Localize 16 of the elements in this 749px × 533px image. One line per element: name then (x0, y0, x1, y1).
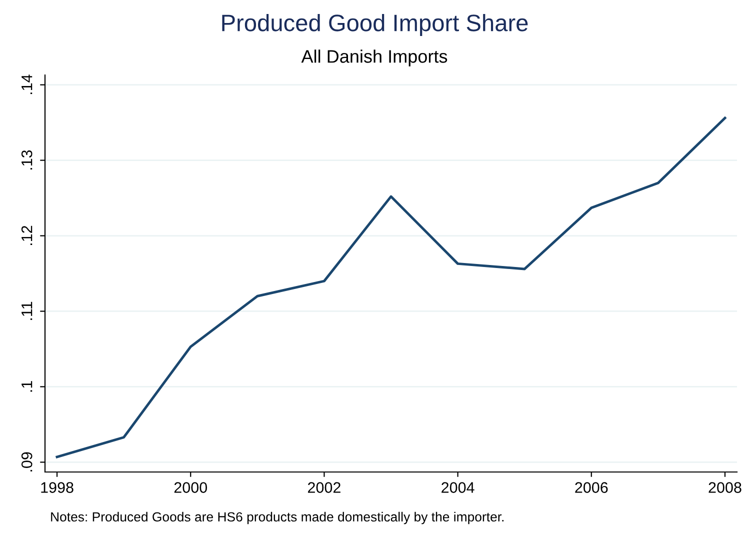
y-tick-label: .13 (21, 150, 32, 170)
y-tick-label: .12 (21, 226, 32, 245)
y-tick-label: .1 (22, 381, 32, 392)
x-tick-label: 2008 (708, 482, 742, 493)
text: Notes: Produced Goods are HS6 products made domestically by the importer. (51, 512, 504, 524)
chart-subtitle: All Danish Imports (301, 50, 448, 66)
chart-title: Produced Good Import Share (222, 14, 528, 36)
x-tick-label: 1998 (41, 482, 74, 493)
x-tick-label: 2002 (308, 482, 340, 493)
y-tick-label: .11 (22, 302, 32, 320)
y-tick-label: .09 (21, 452, 32, 472)
x-tick-label: 2004 (442, 482, 474, 493)
x-tick-label: 2006 (575, 482, 608, 493)
y-tick-label: .14 (22, 74, 32, 94)
x-tick-label: 2000 (174, 482, 208, 493)
line-series (56, 116, 726, 458)
